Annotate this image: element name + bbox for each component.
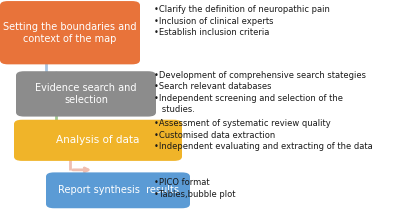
FancyBboxPatch shape: [46, 172, 190, 208]
Text: Evidence search and
selection: Evidence search and selection: [35, 83, 137, 105]
FancyBboxPatch shape: [0, 1, 140, 64]
FancyBboxPatch shape: [16, 71, 156, 116]
Text: Setting the boundaries and
context of the map: Setting the boundaries and context of th…: [3, 22, 137, 44]
FancyBboxPatch shape: [14, 120, 182, 161]
Text: Analysis of data: Analysis of data: [56, 135, 140, 145]
Text: •Clarify the definition of neuropathic pain
•Inclusion of clinical experts
•Esta: •Clarify the definition of neuropathic p…: [154, 5, 330, 37]
Text: •Assessment of systematic review quality
•Customised data extraction
•Independen: •Assessment of systematic review quality…: [154, 119, 373, 151]
Text: •PICO format
•Tables,bubble plot: •PICO format •Tables,bubble plot: [154, 178, 236, 199]
Text: Report synthesis  results: Report synthesis results: [58, 185, 178, 195]
Text: •Development of comprehensive search stategies
•Search relevant databases
•Indep: •Development of comprehensive search sta…: [154, 71, 366, 114]
